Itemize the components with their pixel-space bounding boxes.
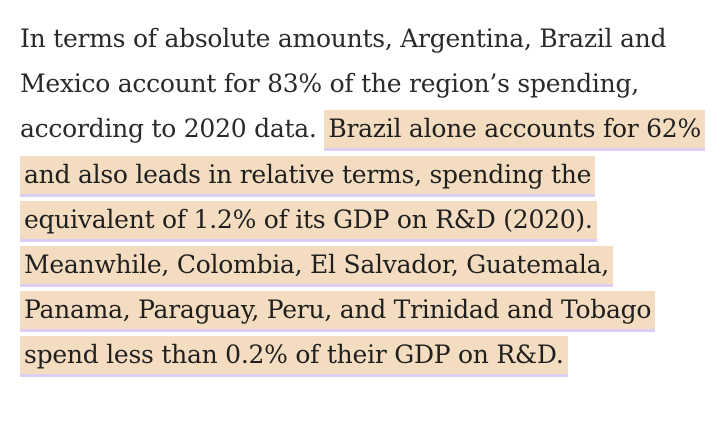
article-paragraph: In terms of absolute amounts, Argentina,…	[20, 16, 710, 378]
highlighted-passage[interactable]: Brazil alone accounts for 62% and also l…	[20, 110, 705, 378]
paragraph-plain-text: In terms of absolute amounts, Argentina,…	[20, 24, 667, 144]
